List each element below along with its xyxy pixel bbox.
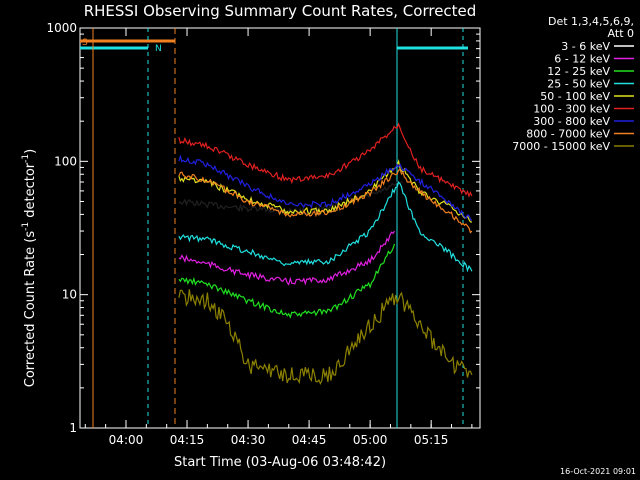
x-tick-label: 05:15 <box>414 433 449 447</box>
y-axis-label: Corrected Count Rate (s-1 detector-1) <box>21 149 38 387</box>
x-tick-label: 05:00 <box>353 433 388 447</box>
legend-entry-label: 6 - 12 keV <box>554 53 610 66</box>
legend-entry-label: 12 - 25 keV <box>547 65 610 78</box>
x-tick-label: 04:45 <box>292 433 327 447</box>
x-tick-label: 04:30 <box>231 433 266 447</box>
legend-entry-label: 300 - 800 keV <box>533 115 610 128</box>
footer-date: 16-Oct-2021 09:01 <box>560 467 636 476</box>
legend-entry-label: 100 - 300 keV <box>533 103 610 116</box>
rhessi-chart: RHESSI Observing Summary Count Rates, Co… <box>0 0 640 480</box>
legend-entry-label: 800 - 7000 keV <box>526 128 610 141</box>
y-tick-label: 10 <box>62 288 77 302</box>
legend-entry-label: 3 - 6 keV <box>561 40 610 53</box>
x-tick-label: 04:00 <box>109 433 144 447</box>
x-tick-label: 04:15 <box>170 433 205 447</box>
y-tick-label: 100 <box>54 154 77 168</box>
chart-title: RHESSI Observing Summary Count Rates, Co… <box>84 2 477 20</box>
x-axis-label: Start Time (03-Aug-06 03:48:42) <box>174 455 386 470</box>
y-tick-label: 1000 <box>46 21 77 35</box>
flag-label-s: S <box>82 38 88 48</box>
y-tick-label: 1 <box>69 421 77 435</box>
legend-entry-label: 25 - 50 keV <box>547 78 610 91</box>
legend-title-line-2: Att 0 <box>608 27 634 40</box>
legend-entry-label: 7000 - 15000 keV <box>512 140 610 153</box>
flag-label-n: N <box>155 44 162 54</box>
legend-entry-label: 50 - 100 keV <box>540 90 610 103</box>
